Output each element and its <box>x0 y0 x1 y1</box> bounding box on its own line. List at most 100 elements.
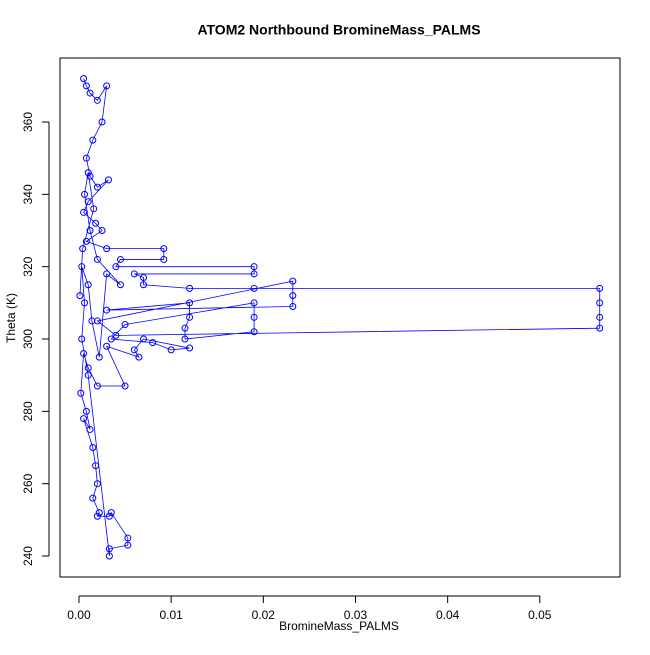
data-point <box>107 335 115 343</box>
data-point <box>93 255 101 263</box>
data-point <box>84 169 92 177</box>
data-point <box>84 364 92 372</box>
data-point <box>596 313 604 321</box>
plot-frame <box>59 57 621 578</box>
data-point <box>88 317 96 325</box>
data-point <box>289 302 297 310</box>
x-tick-label: 0.05 <box>528 608 552 622</box>
data-point <box>103 306 111 314</box>
x-tick-label: 0.02 <box>252 608 276 622</box>
y-tick-label: 320 <box>21 256 35 276</box>
data-point <box>186 284 194 292</box>
data-point <box>92 462 100 470</box>
data-point <box>140 274 148 282</box>
data-point <box>86 425 94 433</box>
data-point <box>186 299 194 307</box>
data-point <box>79 245 87 253</box>
data-point <box>86 89 94 97</box>
data-point <box>250 270 258 278</box>
data-point <box>89 136 97 144</box>
data-point <box>167 346 175 354</box>
data-point <box>160 245 168 253</box>
data-point <box>86 227 94 235</box>
y-tick-label: 280 <box>21 401 35 421</box>
data-point <box>104 176 112 184</box>
data-point <box>140 335 148 343</box>
data-point <box>112 263 120 271</box>
data-point <box>80 75 88 83</box>
data-point <box>250 299 258 307</box>
data-point <box>103 342 111 350</box>
data-point <box>76 292 84 300</box>
data-point <box>103 270 111 278</box>
data-point <box>80 208 88 216</box>
data-point <box>121 382 129 390</box>
data-point <box>186 344 194 352</box>
data-point <box>160 255 168 263</box>
x-tick-label: 0.01 <box>159 608 183 622</box>
data-point <box>135 353 143 361</box>
data-point <box>84 371 92 379</box>
data-point <box>78 335 86 343</box>
data-point <box>93 96 101 104</box>
y-tick-label: 260 <box>21 473 35 493</box>
data-point <box>107 509 115 517</box>
data-point <box>121 321 129 329</box>
data-point <box>105 512 113 520</box>
data-point <box>112 331 120 339</box>
data-point <box>84 281 92 289</box>
data-point <box>84 198 92 206</box>
data-point <box>82 154 90 162</box>
data-point <box>181 335 189 343</box>
y-tick-label: 300 <box>21 329 35 349</box>
data-point <box>124 534 132 542</box>
data-point <box>116 281 124 289</box>
data-point <box>116 255 124 263</box>
data-point <box>103 245 111 253</box>
data-point <box>82 82 90 90</box>
chart-title: ATOM2 Northbound BromineMass_PALMS <box>197 22 480 38</box>
data-point <box>140 281 148 289</box>
data-point <box>89 494 97 502</box>
data-point <box>596 284 604 292</box>
data-point <box>130 346 138 354</box>
data-point <box>80 349 88 357</box>
data-point <box>289 277 297 285</box>
data-point <box>250 313 258 321</box>
data-point <box>149 339 157 347</box>
data-point <box>124 541 132 549</box>
data-point <box>92 219 100 227</box>
data-point <box>130 270 138 278</box>
x-tick-label: 0.00 <box>67 608 91 622</box>
data-point <box>98 227 106 235</box>
data-point <box>95 353 103 361</box>
data-point <box>596 324 604 332</box>
data-point <box>82 237 90 245</box>
x-tick-label: 0.04 <box>436 608 460 622</box>
data-point <box>250 263 258 271</box>
data-point <box>81 299 89 307</box>
data-point <box>181 324 189 332</box>
data-point <box>105 552 113 560</box>
data-point <box>250 328 258 336</box>
data-point <box>93 512 101 520</box>
y-axis-label: Theta (K) <box>4 293 18 343</box>
data-point <box>105 545 113 553</box>
x-tick-label: 0.03 <box>344 608 368 622</box>
data-point <box>86 172 94 180</box>
y-tick-label: 240 <box>21 546 35 566</box>
y-tick-label: 340 <box>21 184 35 204</box>
data-point <box>89 444 97 452</box>
data-point <box>93 183 101 191</box>
y-tick-label: 360 <box>21 112 35 132</box>
data-point <box>103 82 111 90</box>
data-point <box>93 382 101 390</box>
data-point <box>596 299 604 307</box>
data-point <box>77 389 85 397</box>
data-point <box>289 292 297 300</box>
data-point <box>78 263 86 271</box>
data-point <box>93 480 101 488</box>
data-point <box>80 415 88 423</box>
